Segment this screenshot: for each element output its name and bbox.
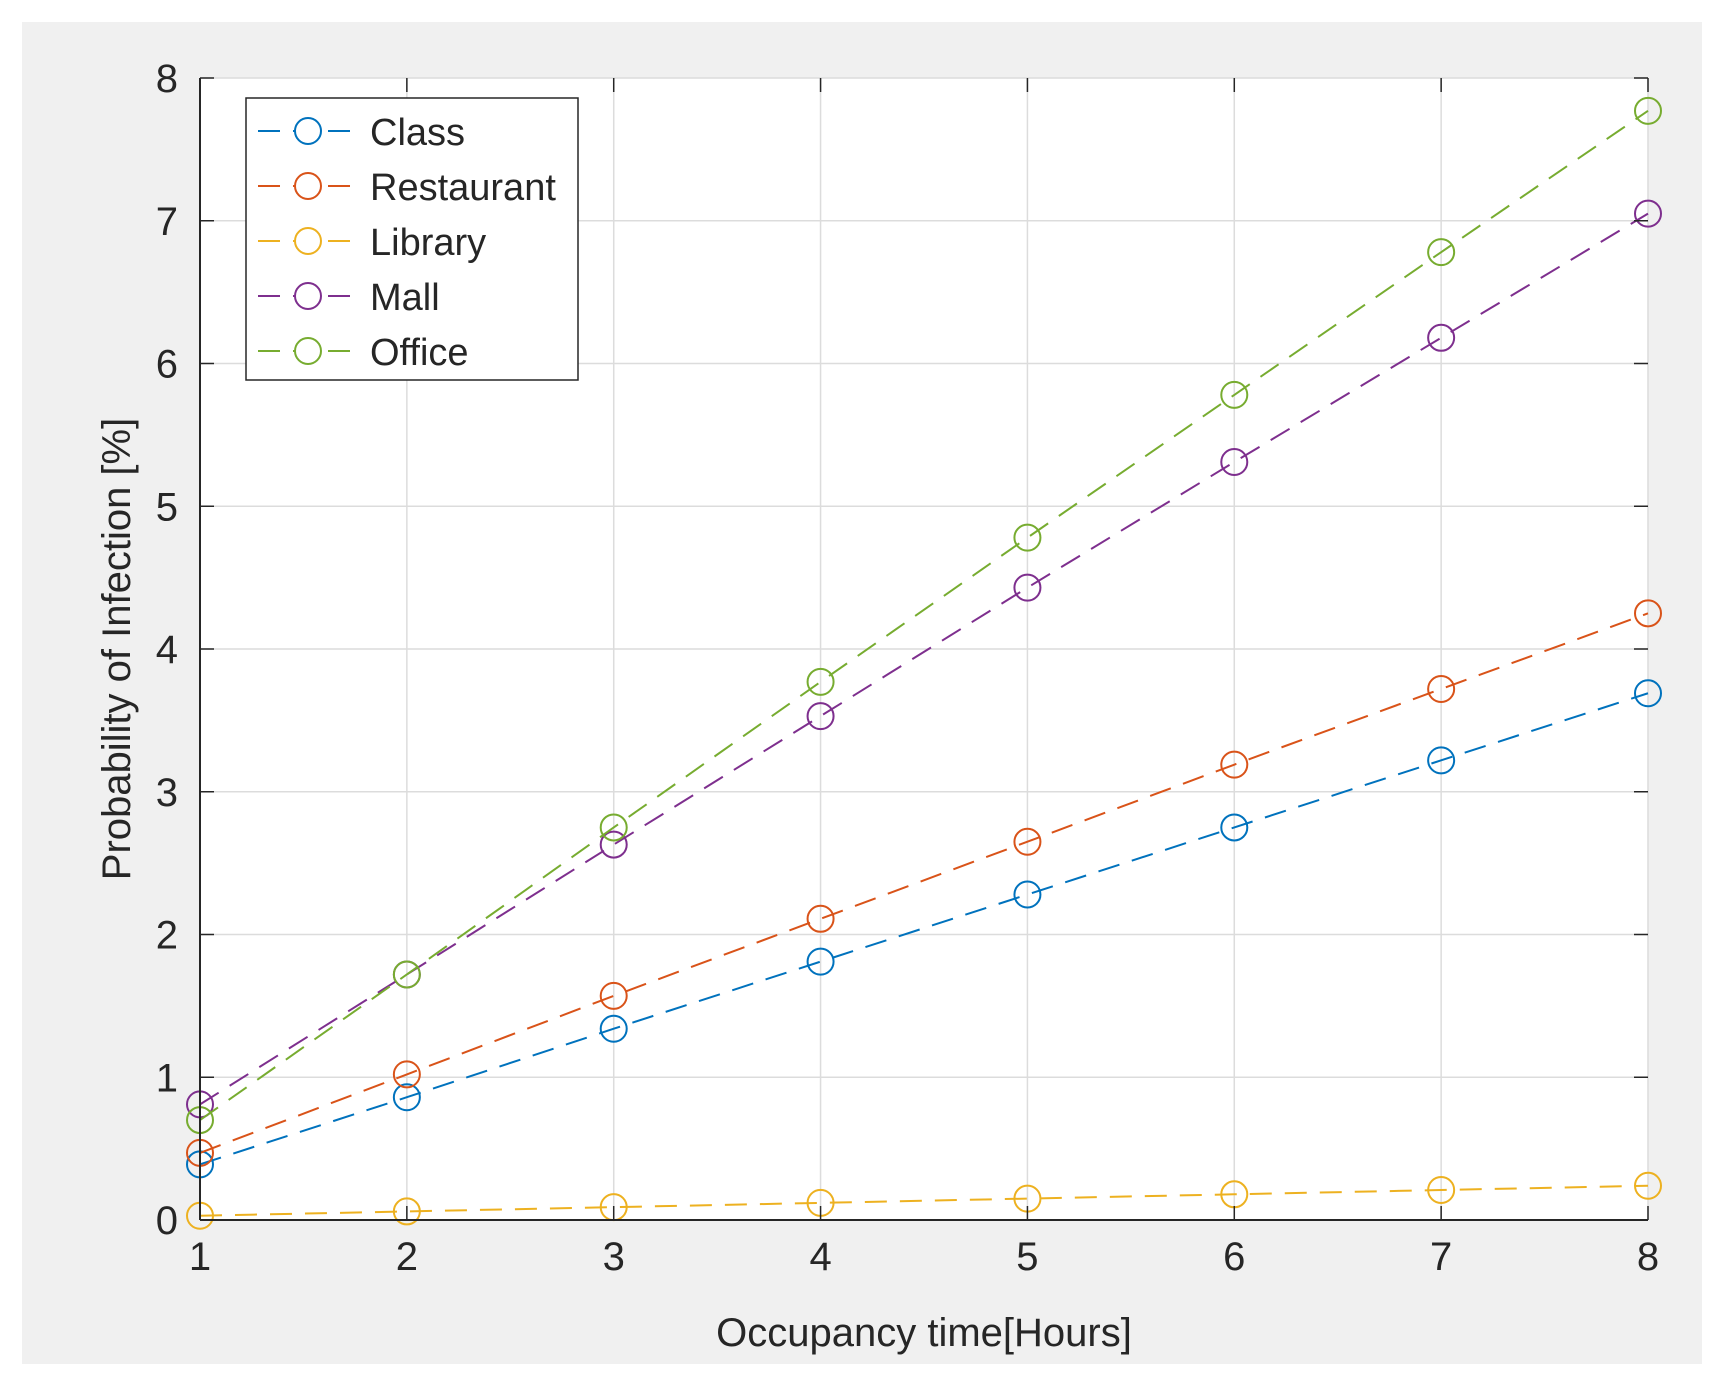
data-point-office bbox=[1013, 523, 1042, 552]
y-tick-label: 1 bbox=[156, 1056, 178, 1100]
legend-label: Office bbox=[370, 332, 469, 374]
data-point-office bbox=[1427, 238, 1456, 267]
legend-item-restaurant: Restaurant bbox=[258, 167, 556, 209]
data-point-library bbox=[1427, 1176, 1456, 1205]
y-tick-label: 6 bbox=[156, 343, 178, 387]
legend-label: Library bbox=[370, 222, 486, 264]
y-tick-label: 5 bbox=[156, 485, 178, 529]
legend-item-office: Office bbox=[258, 332, 469, 374]
legend-marker bbox=[294, 172, 322, 200]
data-point-class bbox=[806, 947, 835, 976]
y-tick-label: 0 bbox=[156, 1199, 178, 1243]
data-point-mall bbox=[599, 830, 628, 859]
data-point-mall bbox=[1634, 199, 1662, 228]
data-point-mall bbox=[1427, 323, 1456, 352]
data-point-office bbox=[806, 667, 835, 696]
legend-item-class: Class bbox=[258, 112, 465, 154]
y-tick-label: 2 bbox=[156, 914, 178, 958]
series-line-mall bbox=[199, 212, 1649, 1106]
data-point-restaurant bbox=[1220, 750, 1249, 779]
data-point-class bbox=[599, 1014, 628, 1043]
data-point-mall bbox=[806, 702, 835, 731]
x-tick-label: 2 bbox=[396, 1235, 418, 1279]
y-tick-label: 3 bbox=[156, 771, 178, 815]
series-restaurant bbox=[186, 599, 1662, 1167]
data-point-restaurant bbox=[806, 904, 835, 933]
x-tick-label: 7 bbox=[1430, 1235, 1452, 1279]
data-point-restaurant bbox=[1634, 599, 1662, 628]
data-point-restaurant bbox=[1427, 674, 1456, 703]
legend-label: Restaurant bbox=[370, 167, 556, 209]
data-point-library bbox=[1634, 1171, 1662, 1200]
legend-label: Class bbox=[370, 112, 465, 154]
legend-item-mall: Mall bbox=[258, 277, 440, 319]
data-point-library bbox=[392, 1197, 421, 1226]
data-point-office bbox=[1220, 380, 1249, 409]
legend-marker bbox=[294, 227, 322, 255]
y-tick-label: 7 bbox=[156, 200, 178, 244]
x-tick-label: 8 bbox=[1637, 1235, 1659, 1279]
y-tick-label: 4 bbox=[156, 628, 178, 672]
data-point-class bbox=[1634, 679, 1662, 708]
series-line-class bbox=[199, 692, 1649, 1166]
data-point-restaurant bbox=[392, 1060, 421, 1089]
legend: Class Restaurant Library Mall Office bbox=[245, 97, 579, 381]
data-series bbox=[186, 96, 1662, 1230]
x-tick-label: 6 bbox=[1223, 1235, 1245, 1279]
data-point-class bbox=[1013, 880, 1042, 909]
legend-item-library: Library bbox=[258, 222, 486, 264]
x-tick-label: 4 bbox=[809, 1235, 831, 1279]
legend-marker bbox=[294, 282, 322, 310]
data-point-class bbox=[1220, 813, 1249, 842]
data-point-class bbox=[392, 1083, 421, 1112]
legend-label: Mall bbox=[370, 277, 440, 319]
y-axis-label: Probability of Infection [%] bbox=[95, 418, 139, 880]
data-point-restaurant bbox=[1013, 827, 1042, 856]
data-point-office bbox=[599, 813, 628, 842]
series-line-office bbox=[199, 110, 1649, 1121]
data-point-office bbox=[1634, 96, 1662, 125]
x-tick-label: 5 bbox=[1016, 1235, 1038, 1279]
x-tick-label: 1 bbox=[189, 1235, 211, 1279]
data-point-office bbox=[392, 960, 421, 989]
y-tick-label: 8 bbox=[156, 57, 178, 101]
x-tick-label: 3 bbox=[603, 1235, 625, 1279]
series-line-restaurant bbox=[199, 612, 1649, 1154]
legend-marker bbox=[294, 337, 322, 365]
data-point-restaurant bbox=[599, 981, 628, 1010]
series-line-library bbox=[199, 1184, 1649, 1217]
legend-marker bbox=[294, 117, 322, 145]
data-point-mall bbox=[1013, 573, 1042, 602]
data-point-class bbox=[1427, 746, 1456, 775]
x-axis-label: Occupancy time[Hours] bbox=[716, 1311, 1132, 1355]
data-point-mall bbox=[1220, 447, 1249, 476]
